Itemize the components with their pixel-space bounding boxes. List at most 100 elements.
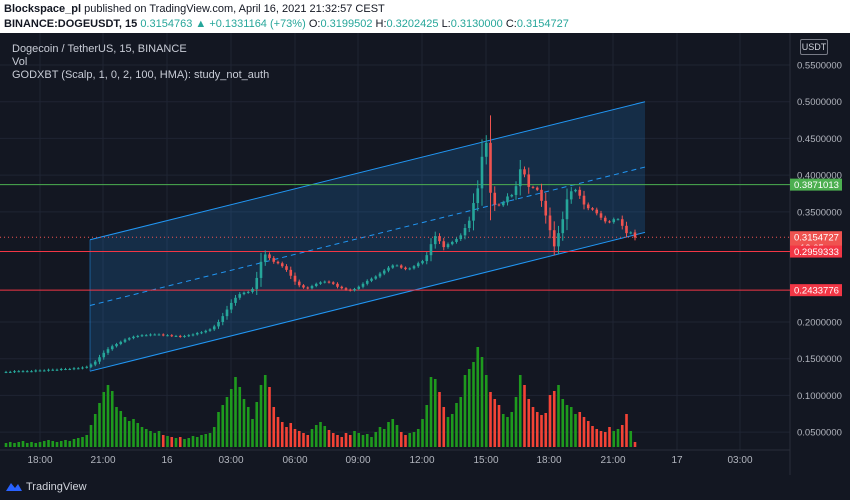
candle-body [4,371,8,373]
price-label-text: 0.3154727 [794,233,839,244]
candle-body [544,200,548,216]
candle-body [421,261,424,264]
volume-bar [161,435,165,447]
close-label: C: [505,18,517,30]
candle-body [591,208,594,210]
currency-button[interactable]: USDT [800,39,828,55]
volume-bar [314,425,318,447]
candle-body [574,189,577,192]
candle-body [8,371,12,373]
volume-bar [591,426,594,447]
volume-bar [76,438,80,447]
candle-body [34,370,38,372]
volume-bar [280,422,284,447]
volume-bar [297,431,301,447]
volume-bar [544,413,548,447]
candle-body [302,285,305,288]
volume-bar [599,431,603,447]
indicator-legend[interactable]: GODXBT (Scalp, 1, 0, 2, 100, HMA): study… [12,69,270,81]
candle-body [531,186,535,188]
volume-bar [552,391,556,447]
volume-bar [306,435,310,447]
volume-bar [518,375,522,447]
volume-bar [153,433,157,447]
price-chart[interactable]: 0.5500000 0.5000000 0.4500000 0.4000000 0.35… [0,33,850,475]
candle-body [242,292,246,295]
candle-body [387,267,390,271]
volume-bar [183,439,186,447]
volume-bar [68,441,72,447]
volume-bar [574,414,577,447]
volume-bar [47,440,50,447]
ohlc-line: BINANCE:DOGEUSDT, 15 0.3154763 ▲ +0.1331… [4,18,569,30]
volume-bar [497,405,501,447]
volume-bar [327,430,331,447]
candle-body [599,213,603,218]
candle-body [85,366,89,368]
candle-body [310,286,314,289]
volume-bar [535,412,539,447]
volume-bar [633,442,637,447]
volume-bar [561,399,565,447]
channel-upper-line [89,101,646,241]
volume-bar [289,423,293,447]
volume-bar [467,369,471,447]
author-name[interactable]: Blockspace_pl [4,3,82,15]
tradingview-brand[interactable]: TradingView [26,481,87,493]
candle-body [323,281,327,283]
volume-bar [472,362,475,447]
candle-body [59,368,63,370]
candle-body [280,263,284,267]
candle-body [535,187,539,190]
candle-body [399,265,403,268]
volume-bar [493,399,497,447]
tradingview-logo-icon[interactable] [5,480,23,494]
volume-bar [425,405,429,447]
candle-body [348,289,352,291]
candle-body [225,309,229,317]
volume-bar [421,419,424,447]
candle-body [433,236,437,245]
time-tick-label: 17 [671,455,683,466]
time-tick-label: 03:00 [727,455,752,466]
price-tick-label: 0.5000000 [797,97,842,108]
volume-bar [268,387,271,447]
volume-bar [149,431,152,447]
candle-body [514,186,518,195]
time-axis: 18:00 21:00 16 03:00 06:00 09:00 12:00 15:00 18:… [27,455,752,466]
volume-bar [331,433,335,447]
volume-legend[interactable]: Vol [12,56,28,68]
candle-body [13,371,16,373]
volume-bar [416,429,420,447]
candle-body [161,334,165,336]
candle-body [472,203,475,221]
volume-bar [55,442,59,447]
volume-bar [285,427,288,447]
price-axis: 0.5500000 0.5000000 0.4500000 0.4000000 0.35… [790,61,842,439]
candle-body [212,326,216,330]
open-value: 0.3199502 [320,18,373,30]
candle-body [81,367,84,369]
price-tick-label: 0.0500000 [797,428,842,439]
symbol-legend[interactable]: Dogecoin / TetherUS, 15, BINANCE [12,43,187,55]
volume-bar [195,437,199,447]
candle-body [153,334,157,336]
volume-bar [353,431,356,447]
volume-bar [378,427,382,447]
time-tick-label: 16 [161,455,173,466]
candle-body [518,169,522,187]
volume-bar [302,433,305,447]
volume-bar [140,427,144,447]
candle-body [255,277,259,289]
open-label: O: [308,18,321,30]
candle-body [361,283,365,287]
volume-bar [586,421,590,447]
candle-body [191,334,195,336]
volume-bar [38,442,42,447]
candle-body [582,195,586,205]
candle-body [170,335,174,337]
time-tick-label: 15:00 [473,455,498,466]
volume-bar [127,421,131,447]
candle-body [412,266,416,269]
volume-bar [344,433,348,447]
